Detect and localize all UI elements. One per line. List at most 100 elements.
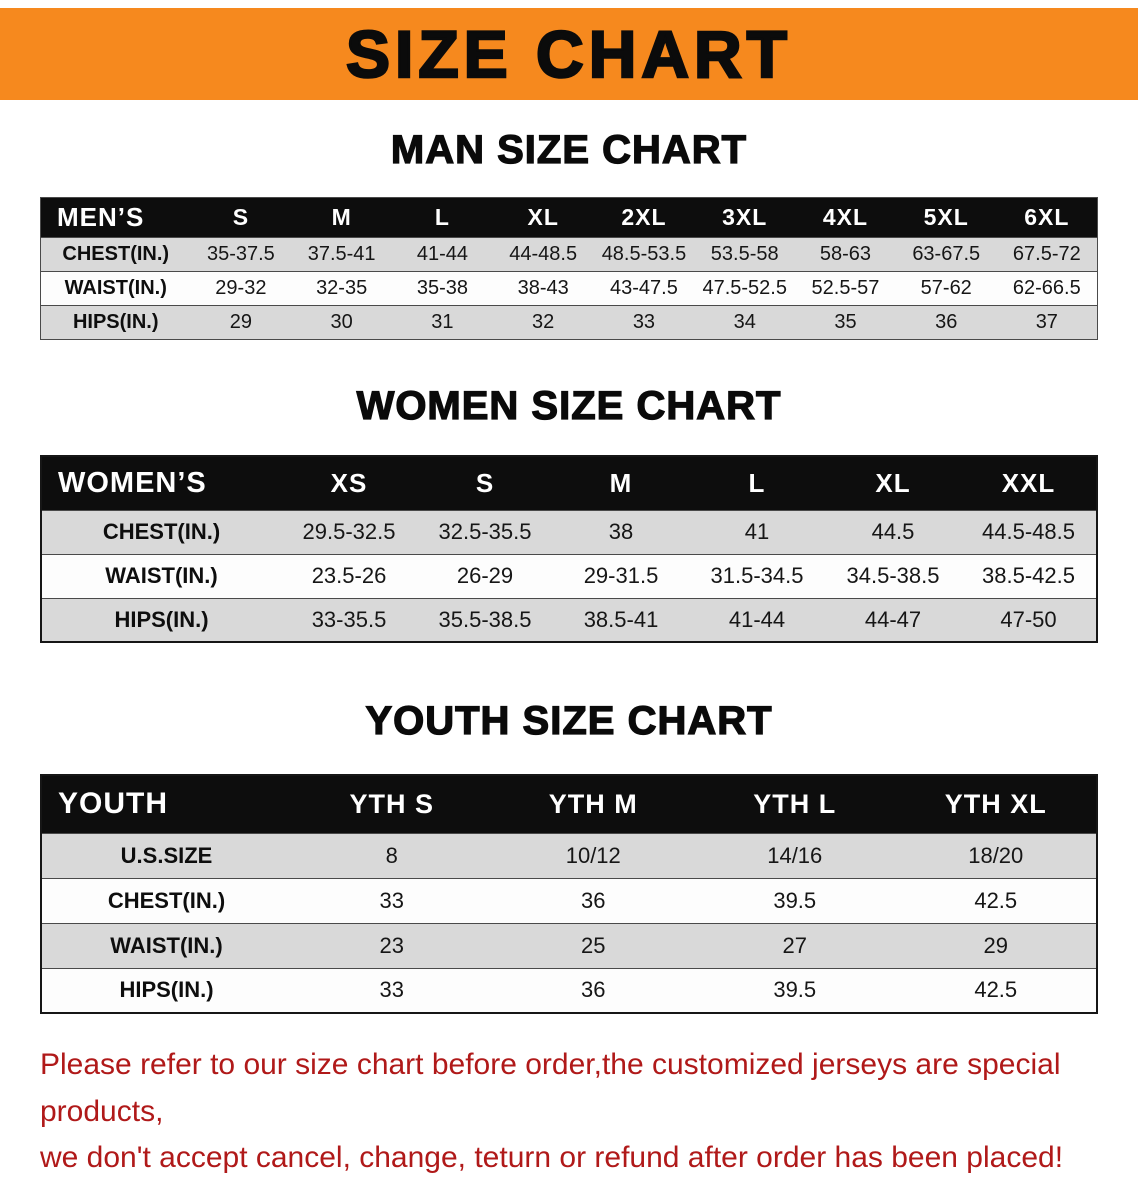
value-cell: 36 [581,977,606,1003]
table-row: HIPS(IN.) 29 30 31 32 33 34 35 36 37 [40,305,1098,340]
measure-label-cell: HIPS(IN.) [119,977,214,1003]
value-cell: 32 [532,311,555,333]
size-header-cell: M [553,456,689,510]
value-cell: 53.5-58 [710,243,779,265]
size-header-cell: 3XL [694,197,796,238]
size-header-cell: M [291,197,393,238]
measure-label-cell: CHEST(IN.) [102,519,221,544]
table-row: HIPS(IN.) 33 36 39.5 42.5 [41,968,1097,1013]
size-header-cell: 4XL [795,197,896,238]
value-cell: 48.5-53.5 [601,243,687,265]
table-row: CHEST(IN.) 33 36 39.5 42.5 [41,878,1097,923]
value-cell: 42.5 [974,887,1018,913]
value-cell: 27 [782,932,807,958]
value-cell: 30 [330,311,353,333]
size-header-cell: XL [492,197,594,238]
measure-label-cell: WAIST(IN.) [64,277,167,299]
table-row: WAIST(IN.) 23.5-26 26-29 29-31.5 31.5-34.5 34… [41,554,1097,598]
table-header-row: WOMEN’S XS S M L XL XXL [41,456,1097,510]
table-row: HIPS(IN.) 33-35.5 35.5-38.5 38.5-41 41-44 44-… [41,598,1097,642]
value-cell: 35-38 [416,277,468,299]
size-header-cell: L [392,197,493,238]
table-row: U.S.SIZE 8 10/12 14/16 18/20 [41,833,1097,878]
disclaimer-line-1: Please refer to our size chart before or… [40,1048,1061,1128]
value-cell: 10/12 [565,842,621,868]
value-cell: 37 [1035,311,1058,333]
value-cell: 33 [632,311,656,333]
value-cell: 32.5-35.5 [438,519,532,544]
size-chart-banner: SIZE CHART [0,8,1138,100]
measure-label-cell: U.S.SIZE [120,842,213,868]
size-header-cell: YTH S [291,775,493,833]
disclaimer-text: Please refer to our size chart before or… [0,1014,1138,1182]
value-cell: 38.5-41 [583,606,659,632]
value-cell: 38 [608,519,634,544]
size-header-cell: 6XL [996,197,1098,238]
table-row: WAIST(IN.) 29-32 32-35 35-38 38-43 43-47.5 47.… [40,271,1098,306]
disclaimer-line-2: we don't accept cancel, change, teturn o… [40,1141,1064,1174]
value-cell: 41-44 [728,606,786,632]
value-cell: 18/20 [968,842,1024,868]
table-title-cell: MEN’S [40,197,191,238]
table-row: CHEST(IN.) 29.5-32.5 32.5-35.5 38 41 44.5 44.5… [41,510,1097,554]
value-cell: 25 [581,932,606,958]
value-cell: 52.5-57 [811,277,880,299]
size-header-cell: S [417,456,553,510]
table-header-row: YOUTH YTH S YTH M YTH L YTH XL [41,775,1097,833]
value-cell: 23.5-26 [311,563,387,588]
value-cell: 44.5-48.5 [982,519,1075,544]
size-header-cell: 5XL [895,197,997,238]
size-header-cell: YTH L [694,775,896,833]
value-cell: 62-66.5 [1012,277,1081,299]
value-cell: 29 [229,311,252,333]
youth-section-heading: YOUTH SIZE CHART [365,698,773,743]
womens-size-table: WOMEN’S XS S M L XL XXL CHEST(IN.) 29.5-32.5 32.5… [40,455,1098,643]
table-row: WAIST(IN.) 23 25 27 29 [41,923,1097,968]
size-header-cell: 2XL [593,197,695,238]
value-cell: 29-31.5 [583,563,659,588]
youth-size-table: YOUTH YTH S YTH M YTH L YTH XL U.S.SIZE 8 10/12… [40,774,1098,1014]
size-header-cell: XXL [961,456,1097,510]
value-cell: 67.5-72 [1012,243,1081,265]
measure-label-cell: HIPS(IN.) [72,311,159,333]
measure-label-cell: CHEST(IN.) [107,887,226,913]
table-row: CHEST(IN.) 35-37.5 37.5-41 41-44 44-48.5 48.5… [40,237,1098,272]
value-cell: 63-67.5 [912,243,981,265]
value-cell: 36 [581,887,606,913]
value-cell: 14/16 [767,842,823,868]
value-cell: 47-50 [1000,606,1057,632]
value-cell: 58-63 [819,243,872,265]
measure-label-cell: HIPS(IN.) [114,606,209,632]
value-cell: 38-43 [517,277,569,299]
value-cell: 57-62 [920,277,972,299]
value-cell: 43-47.5 [610,277,678,299]
value-cell: 32-35 [316,277,368,299]
value-cell: 37.5-41 [307,243,376,265]
mens-size-table: MEN’S S M L XL 2XL 3XL 4XL 5XL 6XL CHEST(IN.) 35-37… [40,197,1098,340]
table-header-row: MEN’S S M L XL 2XL 3XL 4XL 5XL 6XL [40,197,1098,238]
page-title: SIZE CHART [345,17,792,91]
value-cell: 35-37.5 [206,243,275,265]
men-section-heading: MAN SIZE CHART [390,127,748,172]
women-section-heading: WOMEN SIZE CHART [356,383,782,428]
value-cell: 33 [379,887,404,913]
value-cell: 41-44 [416,243,468,265]
size-header-cell: YTH M [492,775,694,833]
table-title-cell: WOMEN’S [41,456,281,510]
value-cell: 39.5 [773,977,817,1003]
value-cell: 36 [935,311,958,333]
measure-label-cell: CHEST(IN.) [62,243,170,265]
value-cell: 44.5 [871,519,915,544]
value-cell: 23 [379,932,404,958]
value-cell: 44-47 [864,606,922,632]
value-cell: 31 [431,311,454,333]
value-cell: 29 [983,932,1008,958]
value-cell: 41 [744,519,770,544]
table-title-cell: YOUTH [41,775,291,833]
value-cell: 39.5 [773,887,817,913]
value-cell: 44-48.5 [509,243,578,265]
value-cell: 8 [385,842,398,868]
value-cell: 33-35.5 [311,606,387,632]
size-header-cell: S [190,197,292,238]
size-header-cell: YTH XL [895,775,1097,833]
